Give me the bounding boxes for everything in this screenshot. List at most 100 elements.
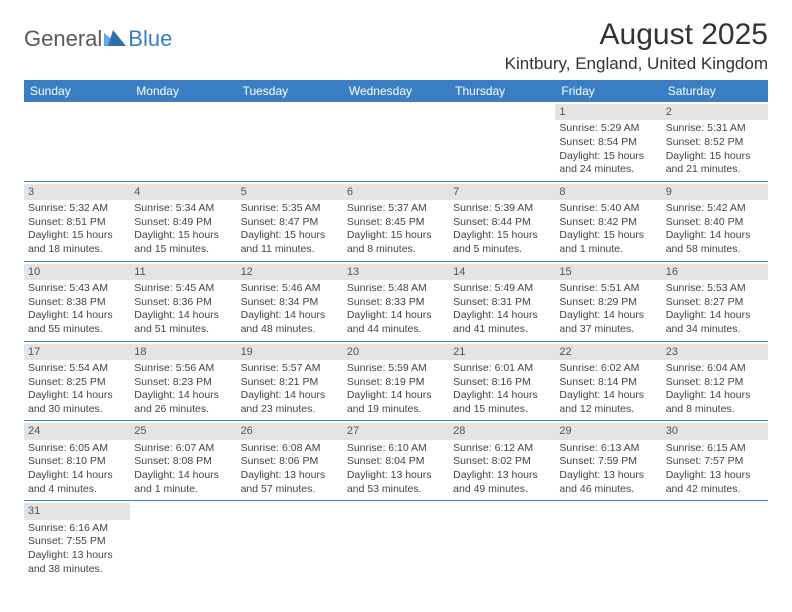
sunset-text: Sunset: 8:27 PM: [666, 296, 764, 310]
daylight-text: Daylight: 15 hours and 21 minutes.: [666, 150, 764, 177]
calendar-cell: 22Sunrise: 6:02 AMSunset: 8:14 PMDayligh…: [555, 342, 661, 421]
sunrise-text: Sunrise: 5:57 AM: [241, 362, 339, 376]
day-number: 1: [555, 104, 661, 120]
sunrise-text: Sunrise: 6:08 AM: [241, 442, 339, 456]
sunrise-text: Sunrise: 6:07 AM: [134, 442, 232, 456]
day-header-wed: Wednesday: [343, 80, 449, 102]
calendar-cell: 18Sunrise: 5:56 AMSunset: 8:23 PMDayligh…: [130, 342, 236, 421]
sunset-text: Sunset: 8:54 PM: [559, 136, 657, 150]
sunrise-text: Sunrise: 5:59 AM: [347, 362, 445, 376]
day-header-sat: Saturday: [662, 80, 768, 102]
sunset-text: Sunset: 8:23 PM: [134, 376, 232, 390]
sunset-text: Sunset: 8:45 PM: [347, 216, 445, 230]
daylight-text: Daylight: 14 hours and 12 minutes.: [559, 389, 657, 416]
calendar-cell: 21Sunrise: 6:01 AMSunset: 8:16 PMDayligh…: [449, 342, 555, 421]
day-number: 29: [555, 423, 661, 439]
daylight-text: Daylight: 14 hours and 26 minutes.: [134, 389, 232, 416]
calendar-cell: 15Sunrise: 5:51 AMSunset: 8:29 PMDayligh…: [555, 262, 661, 341]
sunset-text: Sunset: 8:47 PM: [241, 216, 339, 230]
sunset-text: Sunset: 8:14 PM: [559, 376, 657, 390]
daylight-text: Daylight: 15 hours and 1 minute.: [559, 229, 657, 256]
sunrise-text: Sunrise: 6:05 AM: [28, 442, 126, 456]
daylight-text: Daylight: 13 hours and 38 minutes.: [28, 549, 126, 576]
calendar-cell: 26Sunrise: 6:08 AMSunset: 8:06 PMDayligh…: [237, 421, 343, 500]
calendar-cell: [555, 501, 661, 580]
sunrise-text: Sunrise: 5:46 AM: [241, 282, 339, 296]
calendar-cell: 12Sunrise: 5:46 AMSunset: 8:34 PMDayligh…: [237, 262, 343, 341]
day-header-thu: Thursday: [449, 80, 555, 102]
day-header-fri: Friday: [555, 80, 661, 102]
daylight-text: Daylight: 14 hours and 34 minutes.: [666, 309, 764, 336]
day-number: 20: [343, 344, 449, 360]
calendar-cell: 19Sunrise: 5:57 AMSunset: 8:21 PMDayligh…: [237, 342, 343, 421]
daylight-text: Daylight: 14 hours and 41 minutes.: [453, 309, 551, 336]
daylight-text: Daylight: 14 hours and 30 minutes.: [28, 389, 126, 416]
logo-triangle-icon: [104, 26, 126, 52]
day-number: 31: [24, 503, 130, 519]
daylight-text: Daylight: 14 hours and 1 minute.: [134, 469, 232, 496]
sunset-text: Sunset: 8:51 PM: [28, 216, 126, 230]
day-number: 27: [343, 423, 449, 439]
sunrise-text: Sunrise: 5:54 AM: [28, 362, 126, 376]
calendar-cell: 30 Sunrise: 6:15 AMSunset: 7:57 PMDayligh…: [662, 421, 768, 500]
sunrise-text: Sunrise: 5:37 AM: [347, 202, 445, 216]
day-number: 28: [449, 423, 555, 439]
week-row: 17Sunrise: 5:54 AMSunset: 8:25 PMDayligh…: [24, 342, 768, 422]
calendar-cell: 4Sunrise: 5:34 AMSunset: 8:49 PMDaylight…: [130, 182, 236, 261]
calendar-cell: 2Sunrise: 5:31 AMSunset: 8:52 PMDaylight…: [662, 102, 768, 181]
sunrise-text: Sunrise: 6:02 AM: [559, 362, 657, 376]
sunset-text: Sunset: 8:19 PM: [347, 376, 445, 390]
day-number: 4: [130, 184, 236, 200]
sunrise-text: Sunrise: 6:01 AM: [453, 362, 551, 376]
sunset-text: Sunset: 7:57 PM: [666, 455, 764, 469]
sunset-text: Sunset: 8:16 PM: [453, 376, 551, 390]
sunset-text: Sunset: 8:06 PM: [241, 455, 339, 469]
day-number: 23: [662, 344, 768, 360]
sunset-text: Sunset: 8:33 PM: [347, 296, 445, 310]
calendar-cell: 31Sunrise: 6:16 AMSunset: 7:55 PMDayligh…: [24, 501, 130, 580]
calendar-cell: 11Sunrise: 5:45 AMSunset: 8:36 PMDayligh…: [130, 262, 236, 341]
daylight-text: Daylight: 13 hours and 42 minutes.: [666, 469, 764, 496]
week-row: 1Sunrise: 5:29 AMSunset: 8:54 PMDaylight…: [24, 102, 768, 182]
sunset-text: Sunset: 8:29 PM: [559, 296, 657, 310]
day-headers: Sunday Monday Tuesday Wednesday Thursday…: [24, 80, 768, 102]
day-number: 2: [662, 104, 768, 120]
sunrise-text: Sunrise: 5:39 AM: [453, 202, 551, 216]
calendar-cell: 25Sunrise: 6:07 AMSunset: 8:08 PMDayligh…: [130, 421, 236, 500]
sunrise-text: Sunrise: 6:13 AM: [559, 442, 657, 456]
sunset-text: Sunset: 8:08 PM: [134, 455, 232, 469]
daylight-text: Daylight: 13 hours and 57 minutes.: [241, 469, 339, 496]
sunrise-text: Sunrise: 5:29 AM: [559, 122, 657, 136]
sunrise-text: Sunrise: 5:56 AM: [134, 362, 232, 376]
day-number: 30: [662, 423, 768, 439]
day-number: 17: [24, 344, 130, 360]
logo: General Blue: [24, 18, 172, 52]
sunrise-text: Sunrise: 5:48 AM: [347, 282, 445, 296]
weeks-container: 1Sunrise: 5:29 AMSunset: 8:54 PMDaylight…: [24, 102, 768, 580]
calendar-cell: 8Sunrise: 5:40 AMSunset: 8:42 PMDaylight…: [555, 182, 661, 261]
daylight-text: Daylight: 15 hours and 24 minutes.: [559, 150, 657, 177]
calendar-cell: [24, 102, 130, 181]
sunset-text: Sunset: 8:38 PM: [28, 296, 126, 310]
day-number: 15: [555, 264, 661, 280]
calendar-cell: 28Sunrise: 6:12 AMSunset: 8:02 PMDayligh…: [449, 421, 555, 500]
sunset-text: Sunset: 8:52 PM: [666, 136, 764, 150]
day-number: 24: [24, 423, 130, 439]
day-number: 14: [449, 264, 555, 280]
sunrise-text: Sunrise: 6:15 AM: [666, 442, 764, 456]
calendar-cell: 1 Sunrise: 5:29 AMSunset: 8:54 PMDaylight…: [555, 102, 661, 181]
sunrise-text: Sunrise: 5:40 AM: [559, 202, 657, 216]
daylight-text: Daylight: 14 hours and 48 minutes.: [241, 309, 339, 336]
week-row: 3Sunrise: 5:32 AMSunset: 8:51 PMDaylight…: [24, 182, 768, 262]
day-header-tue: Tuesday: [237, 80, 343, 102]
daylight-text: Daylight: 13 hours and 46 minutes.: [559, 469, 657, 496]
sunset-text: Sunset: 8:10 PM: [28, 455, 126, 469]
sunrise-text: Sunrise: 5:43 AM: [28, 282, 126, 296]
daylight-text: Daylight: 14 hours and 44 minutes.: [347, 309, 445, 336]
day-number: 12: [237, 264, 343, 280]
sunset-text: Sunset: 8:49 PM: [134, 216, 232, 230]
sunrise-text: Sunrise: 5:49 AM: [453, 282, 551, 296]
location: Kintbury, England, United Kingdom: [505, 54, 768, 74]
calendar-cell: 16Sunrise: 5:53 AMSunset: 8:27 PMDayligh…: [662, 262, 768, 341]
calendar-cell: [343, 102, 449, 181]
